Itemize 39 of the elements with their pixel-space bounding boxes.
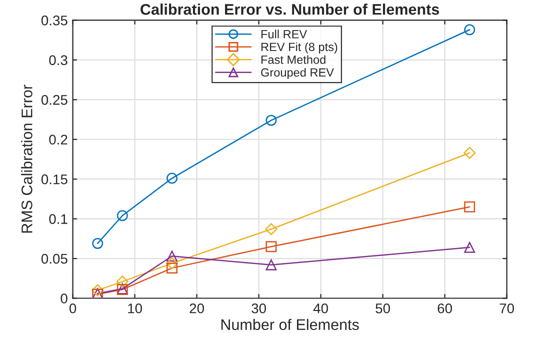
point [92,238,104,249]
point [166,257,178,270]
y-tick-label: 0.1 [49,214,68,224]
legend-label: REV Fit (8 pts) [261,42,338,54]
x-tick-label: 50 [376,303,390,314]
x-tick-label: 30 [252,303,266,314]
legend-label: Full REV [261,30,308,38]
x-axis-title: Number of Elements [221,318,359,330]
point [266,241,277,252]
y-tick-label: 0.15 [41,174,68,184]
x-tick-label: 20 [190,303,204,314]
point [464,24,476,36]
point [464,146,476,159]
legend-label: Grouped REV [261,68,334,79]
point [92,284,104,296]
y-tick-label: 0.05 [41,254,68,264]
point [464,201,476,212]
x-tick-label: 0 [69,303,76,314]
y-tick-label: 0.35 [41,16,68,26]
x-tick-label: 70 [500,303,514,314]
chart-title: Calibration Error vs. Number of Elements [140,4,440,15]
point [266,114,277,126]
point [116,210,128,222]
x-tick-label: 10 [128,303,142,314]
y-tick-label: 0.2 [49,134,68,145]
point [116,276,128,288]
point [166,250,178,262]
y-tick-label: 0.25 [41,94,68,105]
point [166,172,178,184]
legend-label: Fast Method [261,55,326,64]
y-tick-label: 0.3 [49,55,68,66]
point [265,223,278,236]
point [166,262,178,274]
point [464,242,476,253]
y-axis-title: RMS Calibration Error [21,84,32,233]
x-tick-label: 60 [438,303,452,314]
x-tick-label: 40 [313,303,328,314]
y-tick-label: 0 [60,294,68,304]
point [266,259,277,270]
